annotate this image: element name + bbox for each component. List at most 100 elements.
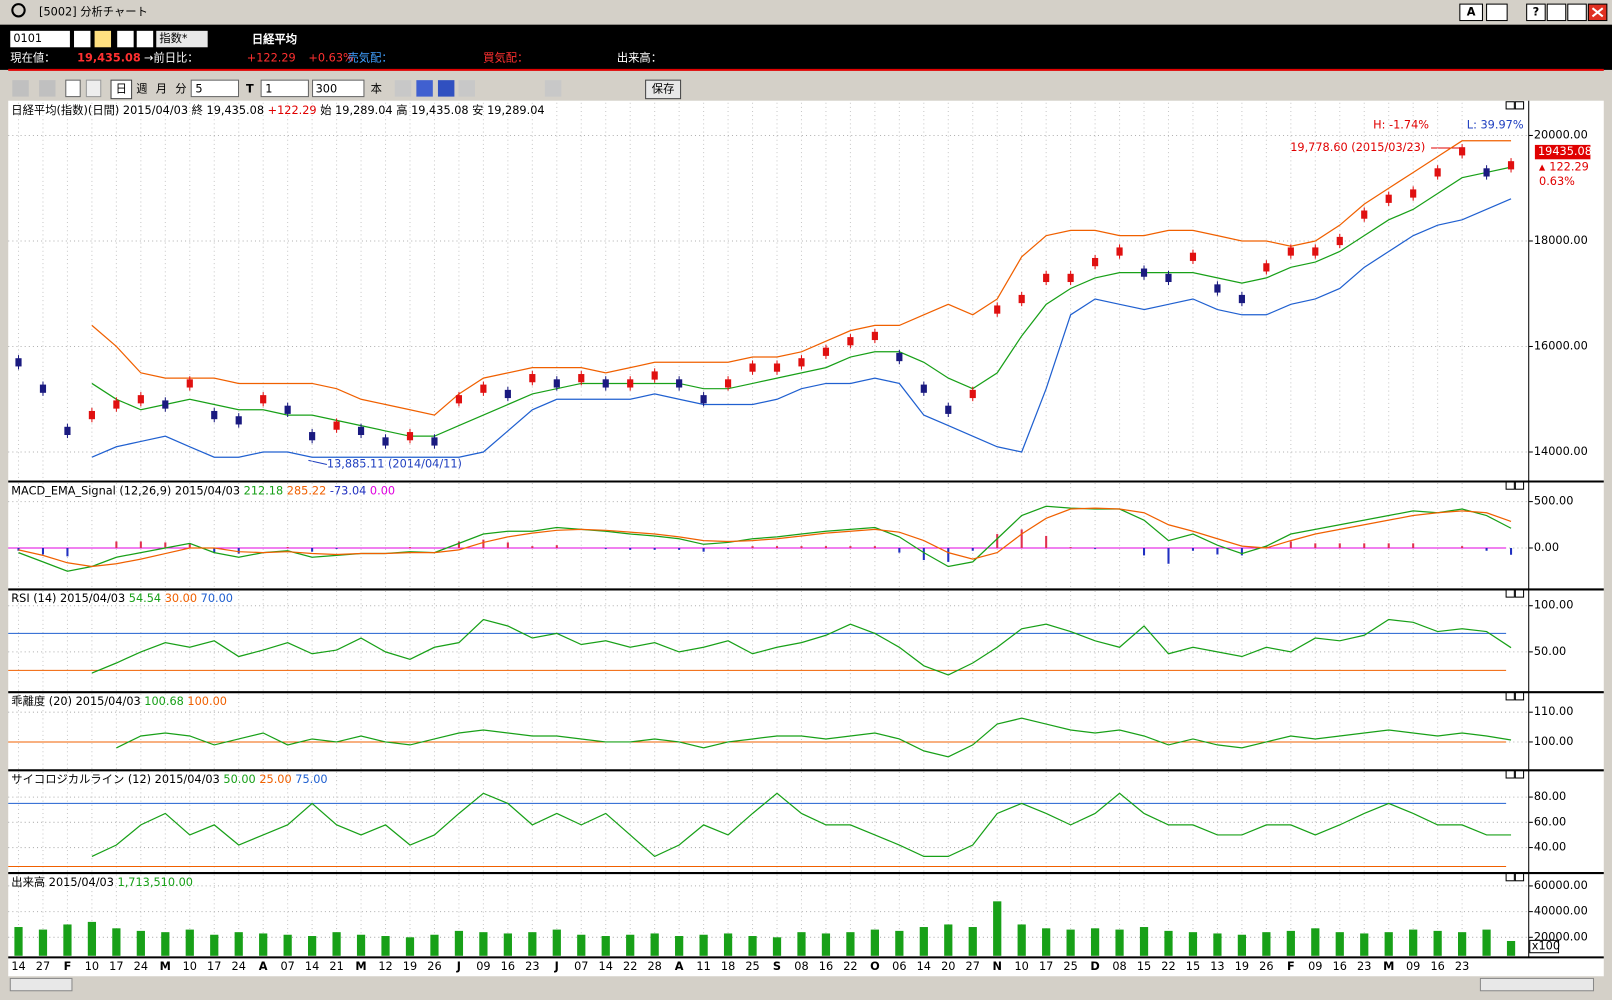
- volume-bar: [259, 933, 268, 956]
- panel-min-button[interactable]: [1505, 101, 1515, 110]
- volume-bar: [748, 936, 757, 956]
- x-tick-label: 14: [917, 960, 931, 973]
- panel-close-button[interactable]: [1514, 589, 1525, 598]
- scroll-controls[interactable]: [1479, 977, 1595, 992]
- x-tick-label: 07: [574, 960, 588, 973]
- panel-close-button[interactable]: [1514, 770, 1525, 779]
- panel-min-button[interactable]: [1505, 873, 1515, 882]
- histogram-bar: [188, 543, 191, 548]
- candle: [1238, 294, 1245, 304]
- series-line: [116, 717, 1512, 758]
- volume-bar: [356, 934, 366, 956]
- volume-bar: [1237, 934, 1247, 956]
- x-tick-label: 06: [892, 960, 906, 973]
- volume-bar: [1213, 933, 1222, 956]
- scrollbar[interactable]: [8, 976, 1604, 993]
- search-button[interactable]: [94, 30, 112, 48]
- candle: [1263, 263, 1270, 272]
- font-button[interactable]: [1459, 3, 1483, 22]
- help-button[interactable]: [1526, 3, 1546, 22]
- tool-button[interactable]: [12, 80, 29, 97]
- check-button[interactable]: [117, 30, 134, 48]
- copy-button[interactable]: [1486, 3, 1508, 22]
- arrow-button[interactable]: [458, 80, 475, 97]
- change: +122.29: [247, 52, 296, 65]
- candle: [455, 395, 463, 404]
- x-tick-label: 19: [403, 960, 417, 973]
- volume-bar: [1262, 932, 1271, 956]
- panel-close-button[interactable]: [1514, 481, 1525, 490]
- candle: [1336, 236, 1343, 246]
- histogram-bar: [482, 539, 485, 548]
- t-select[interactable]: [260, 79, 309, 98]
- candle: [994, 305, 1001, 314]
- panel-min-button[interactable]: [1505, 770, 1515, 779]
- volume-bar: [14, 927, 23, 956]
- histogram-bar: [775, 546, 779, 548]
- panel-close-button[interactable]: [1514, 101, 1525, 110]
- x-tick-label: 26: [1259, 960, 1273, 973]
- histogram-bar: [824, 546, 827, 548]
- candle: [1507, 161, 1515, 170]
- volume-bar: [993, 901, 1002, 956]
- count-select[interactable]: [312, 79, 365, 98]
- bar-button[interactable]: [437, 80, 455, 97]
- legend-part: 285.22: [287, 484, 330, 497]
- legend-part: 30.00: [165, 592, 201, 605]
- legend-part: 70.00: [201, 592, 233, 605]
- candle: [1361, 210, 1368, 219]
- candle: [64, 426, 71, 436]
- option-button[interactable]: [136, 30, 154, 48]
- panel-close-button[interactable]: [1514, 873, 1525, 882]
- volume-bar: [1115, 929, 1124, 956]
- series-line: [18, 507, 1512, 568]
- histogram-bar: [849, 546, 852, 548]
- histogram-bar: [922, 547, 925, 561]
- enter-button[interactable]: [74, 30, 91, 48]
- weekly-label[interactable]: 週: [136, 82, 147, 95]
- zoom-button[interactable]: [39, 80, 56, 97]
- minute-select[interactable]: [190, 79, 240, 98]
- candle: [211, 410, 218, 420]
- histogram-bar: [604, 547, 607, 549]
- doc-button[interactable]: [65, 79, 81, 98]
- volume-bar: [479, 932, 488, 956]
- volume-bar: [1409, 929, 1418, 956]
- bar-button[interactable]: [416, 80, 433, 97]
- legend-part: 100.68: [144, 695, 187, 708]
- draw-button[interactable]: [394, 80, 412, 97]
- candle: [798, 358, 805, 367]
- code-input[interactable]: [10, 30, 70, 48]
- legend-part: サイコロジカルライン (12) 2015/04/03: [11, 773, 223, 786]
- panel-close-button[interactable]: [1514, 692, 1525, 701]
- histogram-bar: [66, 547, 69, 557]
- app-icon: [11, 3, 26, 18]
- panel-min-button[interactable]: [1505, 481, 1515, 490]
- x-tick-label: 23: [1357, 960, 1371, 973]
- series-line: [91, 792, 1512, 858]
- panel-min-button[interactable]: [1505, 589, 1515, 598]
- histogram-bar: [408, 547, 412, 548]
- legend-part: 乖離度 (20) 2015/04/03: [11, 694, 144, 708]
- minimize-button[interactable]: [1546, 3, 1567, 22]
- monthly-label[interactable]: 月: [156, 82, 167, 95]
- legend-part: 25.00: [259, 773, 295, 786]
- restore-button[interactable]: [1567, 3, 1587, 22]
- low-pct: L: 39.97%: [1467, 118, 1524, 131]
- histogram-bar: [1265, 546, 1268, 548]
- t-label: T: [246, 82, 254, 95]
- histogram-bar: [1314, 543, 1317, 548]
- change-pct: +0.63%: [308, 52, 354, 65]
- daily-button[interactable]: [110, 79, 133, 100]
- index-select[interactable]: [156, 30, 208, 48]
- price: 19,435.08: [77, 52, 141, 65]
- candle: [1018, 294, 1025, 304]
- panel-min-button[interactable]: [1505, 692, 1515, 701]
- delete-button[interactable]: [544, 80, 562, 97]
- minute-label[interactable]: 分: [175, 82, 186, 95]
- x-tick-label: M: [160, 960, 171, 973]
- candle: [896, 352, 903, 362]
- doc-button[interactable]: [85, 79, 102, 98]
- scroll-thumb[interactable]: [9, 977, 73, 992]
- save-button[interactable]: [645, 79, 682, 100]
